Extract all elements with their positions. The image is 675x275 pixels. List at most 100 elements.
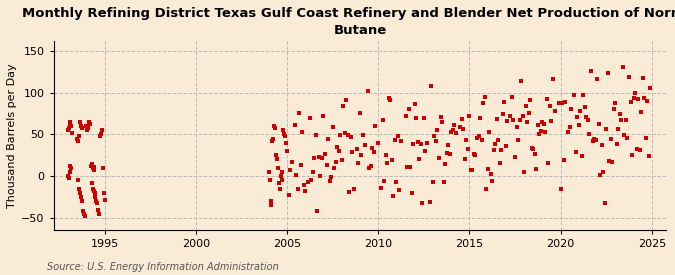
Point: [281, 141, 292, 145]
Point: [266, 203, 277, 208]
Point: [78, 209, 88, 213]
Point: [420, 149, 431, 153]
Point: [438, 180, 449, 184]
Point: [327, 124, 338, 129]
Point: [346, 135, 356, 139]
Point: [88, 189, 99, 193]
Point: [432, 128, 443, 133]
Point: [443, 142, 454, 147]
Point: [642, 98, 653, 103]
Point: [470, 152, 481, 157]
Point: [558, 158, 569, 162]
Point: [275, 174, 286, 178]
Point: [76, 126, 87, 130]
Point: [74, 134, 84, 138]
Point: [318, 114, 329, 119]
Point: [414, 157, 425, 161]
Point: [90, 195, 101, 199]
Point: [479, 95, 490, 100]
Point: [97, 166, 108, 170]
Point: [439, 162, 450, 166]
Point: [499, 100, 510, 104]
Point: [278, 128, 289, 133]
Point: [348, 187, 359, 191]
Point: [267, 139, 278, 143]
Point: [319, 152, 330, 156]
Point: [359, 143, 370, 147]
Point: [271, 153, 281, 158]
Point: [379, 179, 389, 183]
Point: [516, 79, 526, 83]
Point: [313, 155, 324, 159]
Point: [86, 164, 97, 168]
Point: [87, 166, 98, 170]
Point: [286, 160, 297, 164]
Point: [66, 124, 77, 128]
Point: [524, 98, 535, 102]
Point: [274, 186, 285, 191]
Point: [307, 170, 318, 174]
Point: [65, 120, 76, 124]
Point: [95, 134, 105, 138]
Point: [67, 131, 78, 135]
Point: [487, 178, 497, 183]
Point: [356, 153, 367, 157]
Point: [506, 95, 517, 99]
Point: [317, 155, 327, 160]
Point: [599, 201, 610, 205]
Point: [505, 114, 516, 119]
Point: [306, 178, 317, 183]
Point: [402, 165, 412, 169]
Point: [342, 132, 353, 137]
Point: [321, 162, 332, 167]
Point: [514, 117, 525, 122]
Point: [425, 200, 435, 204]
Point: [87, 186, 98, 191]
Point: [545, 104, 556, 109]
Point: [523, 111, 534, 116]
Point: [362, 89, 373, 93]
Point: [618, 65, 628, 69]
Point: [341, 98, 352, 103]
Point: [415, 142, 426, 146]
Point: [456, 117, 467, 121]
Point: [522, 120, 533, 124]
Point: [541, 97, 552, 101]
Point: [89, 191, 100, 195]
Point: [478, 101, 489, 105]
Point: [622, 136, 633, 140]
Point: [353, 161, 364, 165]
Point: [466, 167, 477, 172]
Point: [502, 119, 513, 123]
Point: [431, 139, 441, 143]
Point: [393, 134, 404, 139]
Point: [289, 123, 300, 127]
Point: [441, 151, 452, 155]
Point: [65, 166, 76, 170]
Point: [358, 133, 369, 137]
Point: [473, 134, 484, 138]
Point: [373, 141, 383, 145]
Point: [91, 199, 102, 204]
Point: [643, 153, 654, 158]
Point: [510, 155, 520, 159]
Point: [391, 180, 402, 185]
Point: [595, 172, 605, 177]
Point: [96, 132, 107, 137]
Point: [610, 101, 621, 105]
Point: [84, 122, 95, 127]
Point: [405, 165, 416, 170]
Point: [511, 125, 522, 129]
Point: [281, 149, 292, 154]
Point: [99, 191, 109, 195]
Point: [365, 164, 376, 168]
Point: [273, 181, 284, 185]
Point: [64, 170, 75, 174]
Point: [433, 156, 444, 160]
Point: [297, 130, 308, 134]
Point: [298, 183, 309, 187]
Point: [435, 115, 446, 119]
Point: [448, 128, 458, 132]
Point: [575, 109, 586, 113]
Point: [593, 121, 604, 126]
